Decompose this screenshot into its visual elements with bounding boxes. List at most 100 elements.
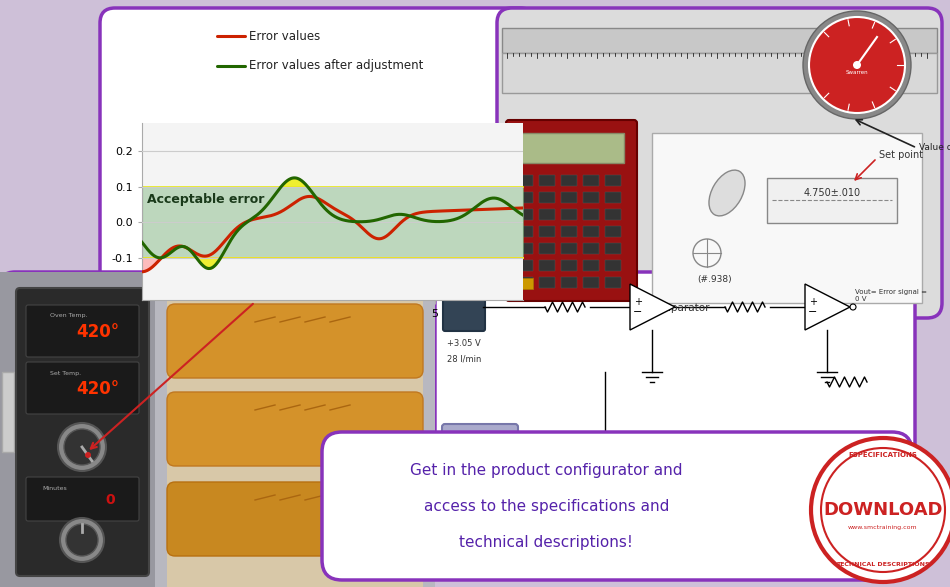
Circle shape bbox=[811, 438, 950, 582]
Text: technical descriptions!: technical descriptions! bbox=[459, 535, 633, 549]
Text: 4.750±.010: 4.750±.010 bbox=[804, 188, 861, 198]
Bar bbox=[561, 277, 577, 288]
Bar bbox=[170, 447, 420, 452]
Bar bbox=[561, 243, 577, 254]
Bar bbox=[517, 226, 533, 237]
Circle shape bbox=[803, 11, 911, 119]
Bar bbox=[583, 260, 599, 271]
Circle shape bbox=[64, 429, 100, 465]
Bar bbox=[561, 260, 577, 271]
Bar bbox=[583, 226, 599, 237]
Bar bbox=[170, 534, 420, 539]
Bar bbox=[539, 260, 555, 271]
Bar bbox=[517, 209, 533, 220]
Text: Set Temp.: Set Temp. bbox=[50, 370, 81, 376]
Text: ESPECIFICATIONS: ESPECIFICATIONS bbox=[848, 452, 918, 458]
Text: Acceptable error: Acceptable error bbox=[146, 193, 264, 205]
Circle shape bbox=[60, 518, 104, 562]
Text: 420°: 420° bbox=[76, 380, 120, 398]
Bar bbox=[539, 243, 555, 254]
Text: Comparator: Comparator bbox=[648, 303, 711, 313]
Text: 420°: 420° bbox=[76, 323, 120, 341]
Bar bbox=[652, 133, 922, 303]
Polygon shape bbox=[630, 284, 675, 330]
Text: 28 l/min: 28 l/min bbox=[446, 354, 482, 363]
FancyBboxPatch shape bbox=[0, 272, 435, 587]
Circle shape bbox=[66, 524, 98, 556]
Bar bbox=[517, 278, 533, 289]
Bar bbox=[539, 175, 555, 186]
Bar bbox=[583, 243, 599, 254]
Bar bbox=[605, 243, 621, 254]
Circle shape bbox=[58, 423, 106, 471]
Bar bbox=[539, 277, 555, 288]
Bar bbox=[583, 209, 599, 220]
Bar bbox=[539, 209, 555, 220]
Text: Error values: Error values bbox=[249, 29, 320, 42]
Bar bbox=[561, 209, 577, 220]
FancyBboxPatch shape bbox=[26, 477, 139, 521]
Bar bbox=[517, 260, 533, 271]
Text: Oven Temp.: Oven Temp. bbox=[50, 313, 87, 319]
FancyBboxPatch shape bbox=[435, 272, 915, 502]
Text: −: − bbox=[808, 307, 818, 317]
Text: (#.938): (#.938) bbox=[697, 275, 732, 284]
Bar bbox=[539, 226, 555, 237]
Bar bbox=[519, 133, 624, 163]
Text: Manipulated input: Manipulated input bbox=[220, 284, 329, 294]
FancyBboxPatch shape bbox=[167, 304, 423, 378]
Text: Error values after adjustment: Error values after adjustment bbox=[249, 59, 424, 73]
Polygon shape bbox=[805, 284, 850, 330]
Bar bbox=[561, 192, 577, 203]
Text: +: + bbox=[809, 297, 817, 307]
Bar bbox=[155, 272, 167, 587]
Text: Vout= Error signal =
0 V: Vout= Error signal = 0 V bbox=[855, 289, 927, 302]
Circle shape bbox=[809, 17, 905, 113]
FancyBboxPatch shape bbox=[100, 8, 535, 318]
Text: Get in the product configurator and: Get in the product configurator and bbox=[410, 463, 682, 477]
Bar bbox=[155, 272, 435, 587]
Bar bbox=[605, 209, 621, 220]
FancyBboxPatch shape bbox=[497, 8, 942, 318]
FancyBboxPatch shape bbox=[26, 362, 139, 414]
Text: +3 V: +3 V bbox=[468, 449, 492, 459]
Text: Value of control variable 4.753: Value of control variable 4.753 bbox=[919, 143, 950, 153]
Text: www.smctraining.com: www.smctraining.com bbox=[848, 525, 918, 531]
Text: +3.05 V: +3.05 V bbox=[447, 339, 481, 348]
Text: +: + bbox=[634, 297, 642, 307]
FancyBboxPatch shape bbox=[26, 305, 139, 357]
Text: TECHNICAL DESCRIPTIONS: TECHNICAL DESCRIPTIONS bbox=[836, 562, 930, 568]
FancyBboxPatch shape bbox=[167, 482, 423, 556]
Bar bbox=[767, 178, 897, 223]
Bar bbox=[517, 175, 533, 186]
FancyBboxPatch shape bbox=[167, 392, 423, 466]
FancyBboxPatch shape bbox=[442, 424, 518, 485]
Text: Minutes: Minutes bbox=[42, 485, 66, 491]
Bar bbox=[583, 175, 599, 186]
Bar bbox=[517, 192, 533, 203]
Bar bbox=[605, 175, 621, 186]
Bar bbox=[583, 277, 599, 288]
FancyBboxPatch shape bbox=[506, 120, 637, 301]
FancyBboxPatch shape bbox=[443, 282, 485, 331]
Bar bbox=[605, 277, 621, 288]
Circle shape bbox=[85, 452, 91, 458]
Bar bbox=[502, 28, 937, 53]
Bar bbox=[170, 357, 420, 362]
Bar bbox=[539, 192, 555, 203]
Bar bbox=[605, 192, 621, 203]
Bar bbox=[583, 192, 599, 203]
Bar bbox=[0, 272, 155, 587]
FancyBboxPatch shape bbox=[16, 288, 149, 576]
Bar bbox=[2, 372, 14, 452]
Text: Swarren: Swarren bbox=[846, 70, 868, 76]
Bar bbox=[517, 243, 533, 254]
Bar bbox=[605, 260, 621, 271]
Bar bbox=[502, 53, 937, 93]
FancyBboxPatch shape bbox=[322, 432, 912, 580]
Text: DOWNLOAD: DOWNLOAD bbox=[824, 501, 942, 519]
Text: −: − bbox=[634, 307, 643, 317]
Bar bbox=[605, 226, 621, 237]
Text: 0: 0 bbox=[105, 493, 115, 507]
Bar bbox=[517, 277, 533, 288]
